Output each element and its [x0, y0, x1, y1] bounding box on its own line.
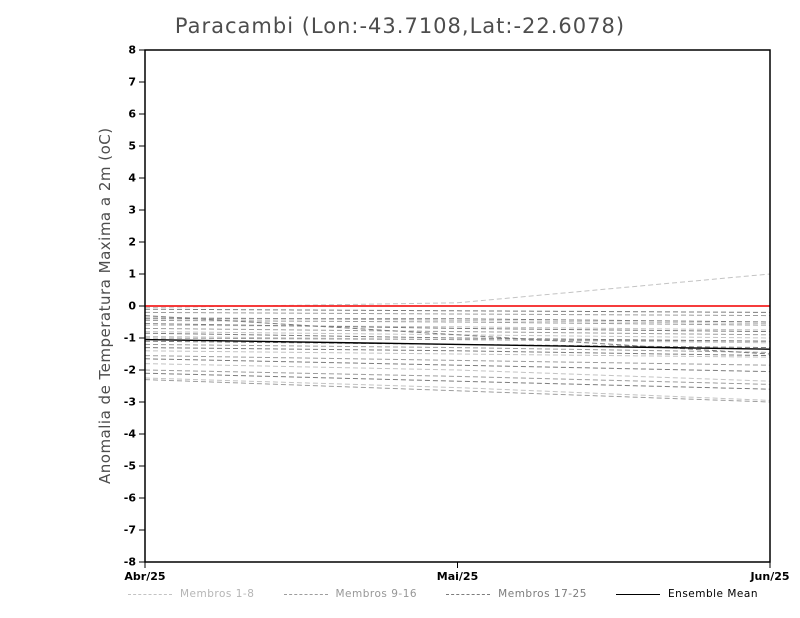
- ensemble-member-line: [144, 311, 771, 317]
- legend-label: Ensemble Mean: [668, 588, 758, 600]
- ensemble-member-line: [145, 318, 771, 323]
- ensemble-member-line: [144, 319, 771, 326]
- y-tick-label: 0: [128, 300, 136, 313]
- legend-line-sample: [446, 593, 491, 595]
- ensemble-member-line: [144, 323, 771, 333]
- ensemble-member-line: [144, 347, 771, 357]
- plot-frame: [144, 49, 771, 563]
- y-tick-label: -7: [124, 524, 136, 537]
- y-tick-label: 8: [128, 44, 136, 57]
- chart-canvas: -8 -7 -6 -5 -4 -3 -2 -1 0 1 2 3 4 5 6 7 8 Abr/25 Mai/25 Jun…: [124, 44, 790, 584]
- y-tick-label: 7: [128, 76, 136, 89]
- legend-item: Ensemble Mean: [616, 588, 758, 600]
- ensemble-member-line: [144, 355, 771, 366]
- ensemble-member-line: [144, 363, 771, 382]
- y-tick-label: -1: [124, 332, 136, 345]
- ensemble-mean-line: [144, 338, 771, 350]
- y-tick-label: 1: [128, 268, 136, 281]
- ensemble-member-line: [144, 324, 771, 331]
- y-tick-label: 3: [128, 204, 136, 217]
- ensemble-member-line: [144, 273, 771, 309]
- y-tick-label: -8: [124, 556, 136, 569]
- ensemble-member-line: [144, 332, 771, 342]
- ensemble-member-line: [144, 327, 771, 336]
- ensemble-member-line: [144, 358, 771, 373]
- legend: Membros 1-8 Membros 9-16 Membros 17-25 Ense…: [128, 588, 758, 600]
- legend-label: Membros 17-25: [498, 588, 587, 600]
- ensemble-member-line: [144, 316, 771, 325]
- legend-label: Membros 9-16: [335, 588, 418, 600]
- ensemble-member-line: [144, 343, 771, 353]
- y-tick-label: 6: [128, 108, 136, 121]
- legend-item: Membros 9-16: [283, 588, 418, 600]
- legend-label: Membros 1-8: [180, 588, 255, 600]
- x-tick-label: Abr/25: [124, 570, 165, 583]
- legend-item: Membros 17-25: [446, 588, 587, 600]
- ensemble-member-line: [144, 350, 771, 358]
- y-tick-label: -4: [124, 428, 137, 441]
- legend-line-sample: [283, 593, 328, 595]
- x-tick-label: Mai/25: [437, 570, 478, 583]
- legend-line-sample: [128, 593, 172, 595]
- ensemble-member-line: [144, 337, 771, 342]
- legend-line-sample: [616, 593, 661, 595]
- y-tick-label: 4: [128, 172, 136, 185]
- y-tick-label: -3: [124, 396, 136, 409]
- y-tick-label: -2: [124, 364, 136, 377]
- ensemble-member-line: [144, 369, 771, 385]
- y-tick-label: 2: [128, 236, 136, 249]
- x-tick-label: Jun/25: [749, 570, 789, 583]
- ensemble-member-line: [144, 377, 771, 401]
- y-tick-label: 5: [128, 140, 136, 153]
- y-tick-label: -5: [124, 460, 136, 473]
- legend-item: Membros 1-8: [128, 588, 254, 600]
- chart-title: Paracambi (Lon:-43.7108,Lat:-22.6078): [174, 14, 626, 38]
- ensemble-member-line: [144, 379, 771, 403]
- ensemble-member-line: [144, 372, 771, 390]
- ensemble-member-line: [144, 308, 771, 313]
- y-tick-label: -6: [124, 492, 137, 505]
